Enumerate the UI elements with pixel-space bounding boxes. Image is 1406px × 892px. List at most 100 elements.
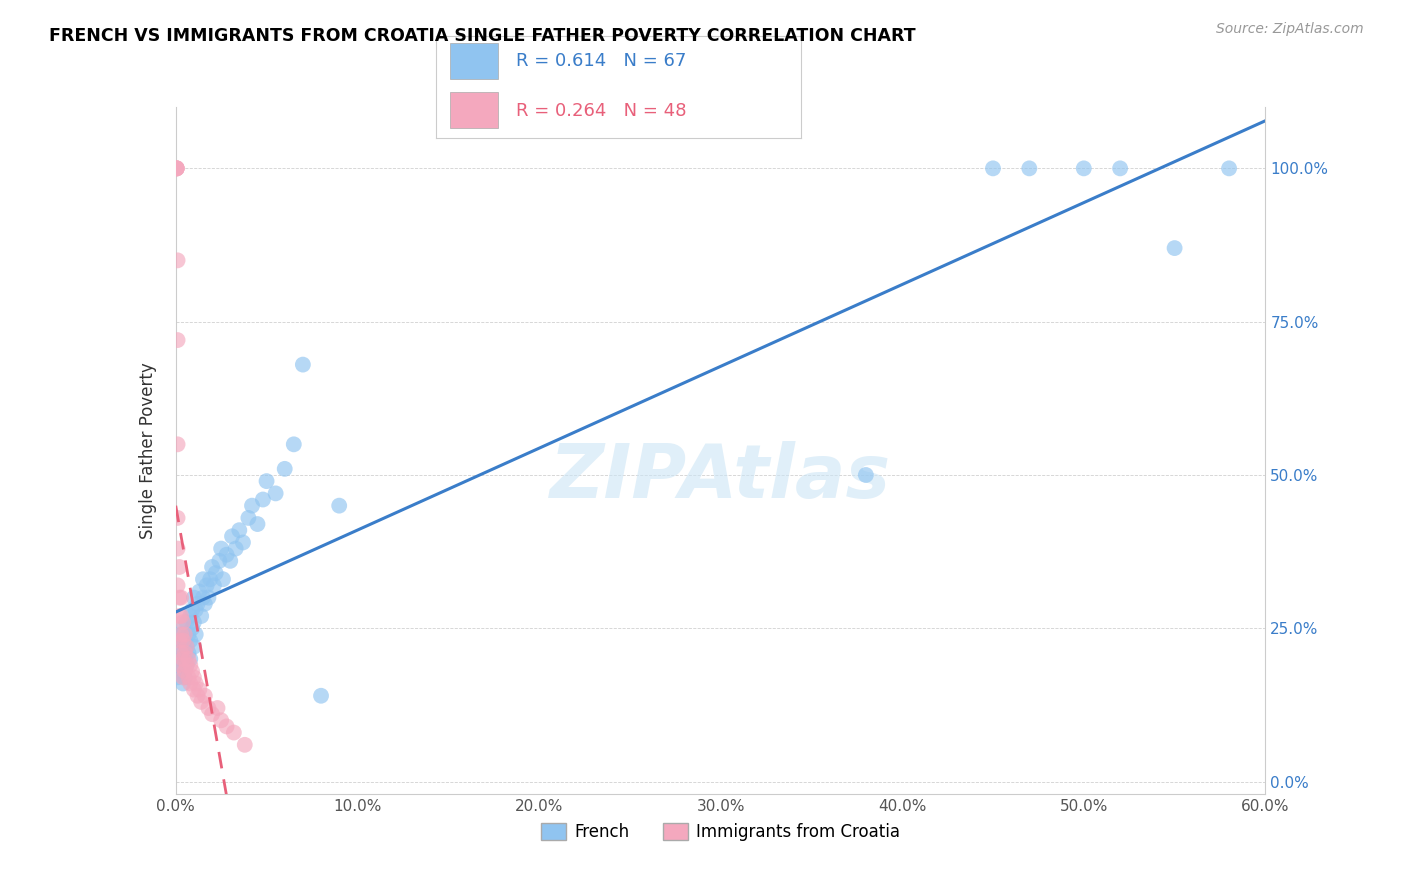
Point — [170, 646, 193, 660]
Y-axis label: Single Father Poverty: Single Father Poverty — [139, 362, 157, 539]
Point — [194, 689, 217, 703]
Point — [173, 664, 195, 679]
Point — [166, 640, 188, 654]
Point — [197, 591, 219, 605]
Point — [166, 670, 188, 684]
Point — [172, 670, 194, 684]
Point — [181, 621, 204, 635]
Point — [184, 676, 207, 690]
Text: Source: ZipAtlas.com: Source: ZipAtlas.com — [1216, 22, 1364, 37]
Point — [328, 499, 350, 513]
Point — [194, 597, 217, 611]
Point — [170, 591, 193, 605]
Legend: French, Immigrants from Croatia: French, Immigrants from Croatia — [534, 816, 907, 847]
Point — [183, 640, 205, 654]
Point — [233, 738, 256, 752]
Point — [169, 633, 191, 648]
Point — [208, 554, 231, 568]
Point — [176, 640, 198, 654]
Point — [1218, 161, 1240, 176]
Point — [166, 578, 188, 592]
Point — [166, 161, 188, 176]
Point — [177, 646, 200, 660]
Point — [183, 682, 205, 697]
Point — [181, 603, 204, 617]
Point — [209, 541, 232, 556]
Point — [232, 535, 254, 549]
Point — [166, 161, 188, 176]
Point — [169, 609, 191, 624]
Point — [183, 591, 205, 605]
Point — [191, 572, 214, 586]
Point — [172, 633, 194, 648]
Point — [184, 627, 207, 641]
Text: ZIPAtlas: ZIPAtlas — [550, 442, 891, 515]
Point — [981, 161, 1004, 176]
Point — [172, 646, 194, 660]
Point — [176, 615, 198, 630]
Text: FRENCH VS IMMIGRANTS FROM CROATIA SINGLE FATHER POVERTY CORRELATION CHART: FRENCH VS IMMIGRANTS FROM CROATIA SINGLE… — [49, 27, 915, 45]
Point — [240, 499, 263, 513]
Point — [188, 584, 211, 599]
Point — [170, 627, 193, 641]
Point — [166, 161, 188, 176]
Point — [207, 701, 229, 715]
Point — [1073, 161, 1095, 176]
Point — [283, 437, 305, 451]
Point — [173, 646, 195, 660]
Point — [225, 541, 247, 556]
Point — [190, 609, 212, 624]
Point — [1163, 241, 1185, 255]
Point — [309, 689, 332, 703]
Point — [202, 578, 225, 592]
Point — [166, 161, 188, 176]
Point — [172, 676, 194, 690]
Point — [215, 719, 238, 733]
Point — [246, 517, 269, 532]
Point — [166, 437, 188, 451]
Point — [238, 511, 260, 525]
Text: R = 0.264   N = 48: R = 0.264 N = 48 — [516, 102, 686, 120]
Point — [176, 640, 198, 654]
Point — [228, 523, 250, 537]
Point — [172, 652, 194, 666]
Text: R = 0.614   N = 67: R = 0.614 N = 67 — [516, 53, 686, 70]
Point — [186, 689, 209, 703]
Point — [264, 486, 287, 500]
Point — [191, 591, 214, 605]
Point — [170, 609, 193, 624]
Point — [221, 529, 243, 543]
Point — [173, 627, 195, 641]
Point — [1018, 161, 1040, 176]
Point — [181, 664, 204, 679]
FancyBboxPatch shape — [450, 43, 498, 78]
Point — [177, 627, 200, 641]
Point — [177, 652, 200, 666]
Point — [170, 652, 193, 666]
Point — [172, 615, 194, 630]
Point — [219, 554, 242, 568]
Point — [183, 615, 205, 630]
Point — [212, 572, 235, 586]
Point — [173, 670, 195, 684]
Point — [169, 658, 191, 673]
Point — [183, 670, 205, 684]
Point — [176, 658, 198, 673]
Point — [179, 676, 201, 690]
Point — [1109, 161, 1132, 176]
Point — [173, 652, 195, 666]
Point — [209, 714, 232, 728]
Point — [190, 695, 212, 709]
Point — [166, 333, 188, 347]
Point — [169, 591, 191, 605]
Point — [855, 467, 877, 482]
Point — [197, 701, 219, 715]
Point — [177, 670, 200, 684]
Point — [169, 633, 191, 648]
Point — [201, 560, 224, 574]
Point — [195, 578, 218, 592]
Point — [179, 633, 201, 648]
Point — [179, 652, 201, 666]
Point — [166, 511, 188, 525]
Point — [166, 541, 188, 556]
